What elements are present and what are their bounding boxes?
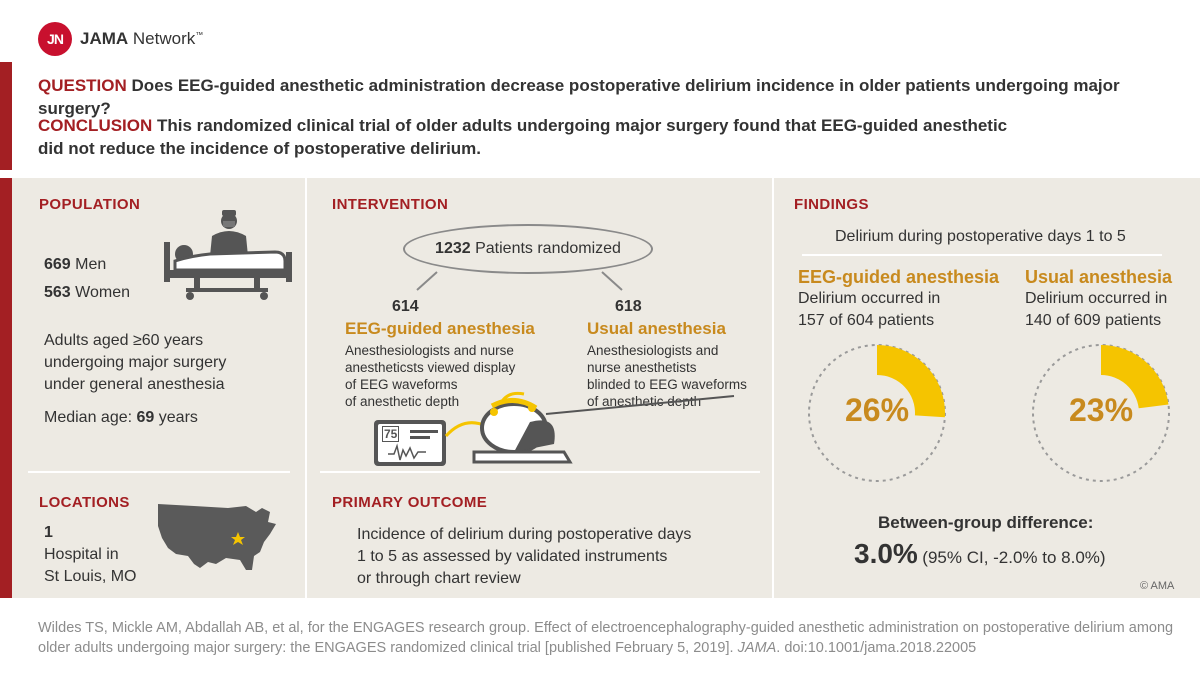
group2-description: Delirium occurred in 140 of 609 patients bbox=[1025, 290, 1168, 329]
conclusion-block: CONCLUSION This randomized clinical tria… bbox=[38, 114, 1188, 160]
monitor-readout: 75 bbox=[382, 426, 400, 442]
intervention-title: INTERVENTION bbox=[332, 196, 449, 213]
findings-subtitle: Delirium during postoperative days 1 to … bbox=[835, 228, 1126, 245]
group1-donut bbox=[808, 344, 946, 482]
arm1-count: 614 bbox=[392, 298, 419, 315]
question-block: QUESTION Does EEG-guided anesthetic admi… bbox=[38, 74, 1188, 120]
group2-delirium-arc bbox=[1101, 345, 1169, 409]
population-description: Adults aged ≥60 years undergoing major s… bbox=[44, 332, 227, 393]
arm1-name: EEG-guided anesthesia bbox=[345, 319, 535, 338]
randomized-ellipse: 1232 Patients randomized bbox=[403, 224, 653, 274]
randomization-lines bbox=[416, 271, 623, 291]
primary-outcome-title: PRIMARY OUTCOME bbox=[332, 494, 488, 511]
conclusion-label: CONCLUSION bbox=[38, 116, 153, 135]
group2-donut bbox=[1032, 344, 1170, 482]
population-title: POPULATION bbox=[39, 196, 141, 213]
between-group-label: Between-group difference: bbox=[878, 513, 1094, 532]
eeg-monitor-icon: 75 bbox=[374, 420, 446, 466]
population-divider bbox=[28, 471, 290, 473]
header-accent-bar bbox=[0, 62, 12, 170]
group1-description: Delirium occurred in 157 of 604 patients bbox=[798, 290, 941, 329]
group1-percent: 26% bbox=[844, 392, 910, 428]
arm2-count: 618 bbox=[615, 298, 642, 315]
group2-name: Usual anesthesia bbox=[1025, 267, 1173, 287]
jn-logo-icon: JN bbox=[38, 22, 72, 56]
intervention-divider bbox=[320, 471, 760, 473]
panel-accent-bar bbox=[0, 178, 12, 598]
copyright: © AMA bbox=[1140, 580, 1175, 592]
citation: Wildes TS, Mickle AM, Abdallah AB, et al… bbox=[38, 620, 1174, 656]
arm1-description: Anesthesiologists and nurse anestheticst… bbox=[345, 343, 516, 409]
group1-name: EEG-guided anesthesia bbox=[798, 267, 1000, 287]
column-divider-1 bbox=[305, 178, 307, 598]
summary-panel: POPULATION 669 Men 563 Women Adults aged… bbox=[12, 178, 1200, 598]
conclusion-line-1: This randomized clinical trial of older … bbox=[157, 116, 1008, 135]
findings-title: FINDINGS bbox=[794, 196, 869, 213]
arm2-name: Usual anesthesia bbox=[587, 319, 726, 338]
logo-wordmark: JAMA Network™ bbox=[80, 29, 204, 48]
median-age: Median age: 69 years bbox=[44, 409, 198, 426]
women-count: 563 Women bbox=[44, 284, 130, 301]
question-label: QUESTION bbox=[38, 76, 127, 95]
eeg-patient-illustration bbox=[388, 391, 735, 464]
locations-title: LOCATIONS bbox=[39, 494, 130, 511]
group2-percent: 23% bbox=[1068, 392, 1134, 428]
surgery-bed-icon bbox=[164, 210, 292, 300]
men-count: 669 Men bbox=[44, 256, 107, 273]
us-map-icon bbox=[158, 504, 276, 570]
group1-delirium-arc bbox=[877, 345, 945, 418]
arm2-description: Anesthesiologists and nurse anesthetists… bbox=[587, 343, 747, 409]
jama-network-logo: JN JAMA Network™ bbox=[38, 22, 203, 56]
findings-divider bbox=[802, 254, 1162, 256]
column-divider-2 bbox=[772, 178, 774, 598]
between-group-value: 3.0% (95% CI, -2.0% to 8.0%) bbox=[854, 538, 1106, 569]
conclusion-line-2: did not reduce the incidence of postoper… bbox=[38, 139, 482, 158]
primary-outcome-text: Incidence of delirium during postoperati… bbox=[357, 526, 692, 587]
locations-text: 1 Hospital in St Louis, MO bbox=[44, 524, 137, 585]
randomized-text: 1232 Patients randomized bbox=[435, 240, 621, 257]
question-text: Does EEG-guided anesthetic administratio… bbox=[38, 76, 1120, 118]
